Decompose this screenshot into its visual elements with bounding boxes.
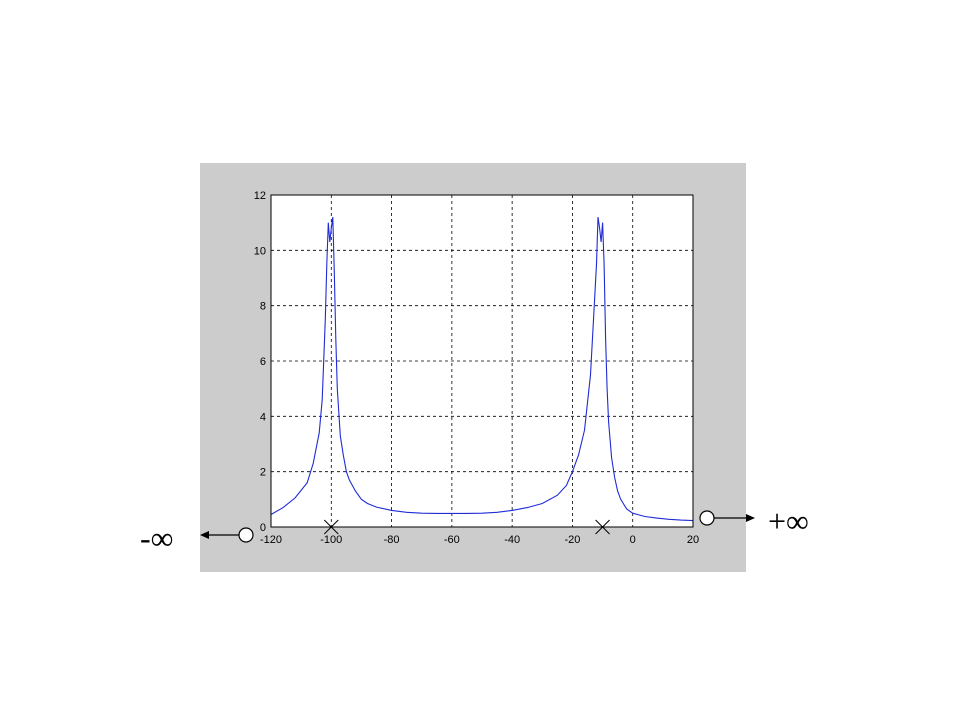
y-tick-label: 4 xyxy=(260,411,266,423)
y-tick-label: 10 xyxy=(254,245,266,257)
right-infinity-arrow xyxy=(699,510,755,526)
plus-infinity-label: +∞ xyxy=(768,503,809,539)
marker-layer xyxy=(323,519,610,535)
x-tick-label: 20 xyxy=(687,534,699,546)
x-tick-label: -80 xyxy=(384,534,400,546)
y-tick-label: 6 xyxy=(260,356,266,368)
left-infinity-arrow xyxy=(200,527,254,543)
pole-cross-marker xyxy=(323,519,339,535)
pole-cross-marker xyxy=(595,519,610,535)
y-tick-label: 2 xyxy=(260,467,266,479)
y-tick-label: 8 xyxy=(260,301,266,313)
y-tick-label: 0 xyxy=(260,522,266,534)
x-tick-label: -20 xyxy=(564,534,580,546)
x-tick-label: -40 xyxy=(504,534,520,546)
x-tick-labels: -120 -100 -80 -60 -40 -20 0 20 xyxy=(260,534,699,546)
x-tick-label: -60 xyxy=(444,534,460,546)
y-tick-label: 12 xyxy=(254,190,266,202)
y-tick-labels: 0 2 4 6 8 10 12 xyxy=(254,190,266,534)
plot-frame xyxy=(270,194,694,528)
minus-infinity-label: -∞ xyxy=(140,520,173,556)
x-tick-label: -120 xyxy=(260,534,282,546)
x-tick-label: -100 xyxy=(320,534,342,546)
grid-layer xyxy=(271,195,693,527)
series-line xyxy=(270,217,694,522)
x-tick-label: 0 xyxy=(630,534,636,546)
